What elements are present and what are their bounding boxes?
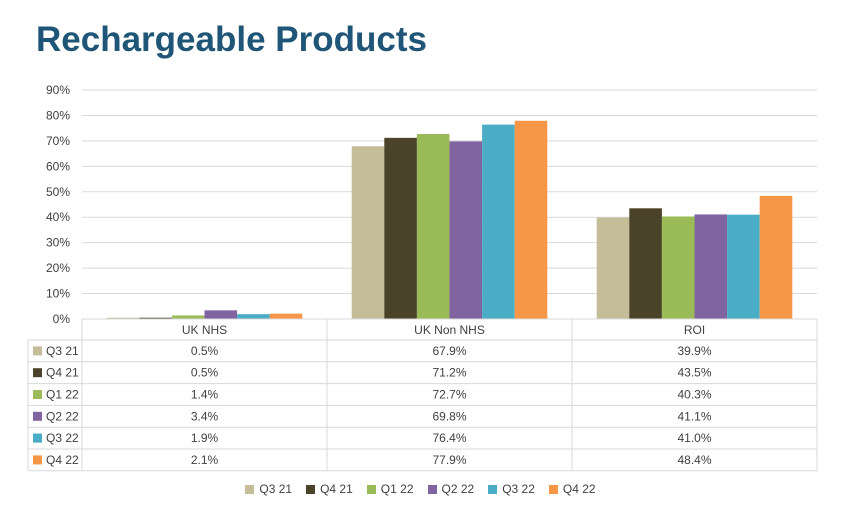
data-cell: 67.9% xyxy=(432,344,466,358)
legend-label: Q2 22 xyxy=(441,482,475,496)
bar xyxy=(237,314,270,319)
bar xyxy=(514,120,548,319)
row-legend-key xyxy=(33,346,42,356)
bar xyxy=(661,216,695,319)
legend-label: Q3 22 xyxy=(502,482,535,496)
legend-swatch xyxy=(427,484,437,494)
legend-swatch xyxy=(245,484,255,494)
bar xyxy=(759,195,793,319)
y-tick-label: 10% xyxy=(46,287,70,301)
bar-chart: 0% 10% 20% 30% 40% 50% 60% 70% 80% 90% UK NHS UK No… xyxy=(27,83,818,472)
chart-legend: Q3 21 Q4 21 Q1 22 Q2 22 Q3 22 Q4 22 xyxy=(0,482,841,496)
category-label: UK NHS xyxy=(182,323,227,337)
row-series-label: Q3 22 xyxy=(46,431,79,445)
data-cell: 43.5% xyxy=(677,366,711,380)
row-series-label: Q2 22 xyxy=(46,409,79,423)
data-cell: 41.1% xyxy=(677,409,711,423)
row-legend-key xyxy=(33,433,42,443)
legend-label: Q1 22 xyxy=(380,482,414,496)
row-legend-key xyxy=(33,411,42,421)
bar xyxy=(106,317,140,319)
legend-entry: Q3 21 xyxy=(245,482,292,496)
legend-entry: Q1 22 xyxy=(366,482,414,496)
legend-swatch xyxy=(306,484,316,494)
y-tick-label: 50% xyxy=(46,185,70,199)
legend-swatch xyxy=(548,484,558,494)
row-series-label: Q4 21 xyxy=(46,366,79,380)
data-cell: 76.4% xyxy=(432,431,466,445)
bar xyxy=(384,137,417,319)
chart-title: Rechargeable Products xyxy=(36,20,427,59)
category-label: UK Non NHS xyxy=(414,323,485,337)
data-cell: 0.5% xyxy=(191,366,219,380)
y-tick-label: 20% xyxy=(46,261,70,275)
y-tick-label: 80% xyxy=(46,108,70,122)
bar xyxy=(171,315,205,319)
data-cell: 71.2% xyxy=(432,366,466,380)
row-legend-key xyxy=(33,390,42,399)
bar xyxy=(204,310,238,319)
row-series-label: Q4 22 xyxy=(46,453,79,467)
legend-label: Q3 21 xyxy=(259,482,293,496)
y-tick-label: 30% xyxy=(46,236,70,250)
category-label: ROI xyxy=(684,323,705,337)
y-tick-label: 90% xyxy=(46,83,70,97)
data-cell: 41.0% xyxy=(677,431,711,445)
y-tick-label: 0% xyxy=(53,312,71,326)
data-cell: 0.5% xyxy=(191,344,219,358)
data-cell: 2.1% xyxy=(191,453,219,467)
bar xyxy=(694,214,728,319)
bar xyxy=(449,141,483,319)
y-tick-label: 40% xyxy=(46,210,70,224)
legend-entry: Q2 22 xyxy=(427,482,475,496)
bar xyxy=(416,134,450,319)
data-cell: 72.7% xyxy=(432,388,466,402)
bar xyxy=(482,124,515,319)
legend-label: Q4 22 xyxy=(562,482,596,496)
row-legend-key xyxy=(33,455,42,465)
bar xyxy=(139,317,172,319)
bar xyxy=(727,214,760,319)
legend-swatch xyxy=(366,484,376,494)
data-cell: 1.4% xyxy=(191,388,219,402)
data-cell: 1.9% xyxy=(191,431,219,445)
bar xyxy=(596,217,630,319)
bar xyxy=(351,146,385,319)
data-cell: 39.9% xyxy=(677,344,711,358)
data-cell: 48.4% xyxy=(677,453,711,467)
legend-entry: Q4 21 xyxy=(306,482,353,496)
data-cell: 40.3% xyxy=(677,388,711,402)
legend-entry: Q4 22 xyxy=(548,482,596,496)
bar xyxy=(629,208,662,319)
data-cell: 77.9% xyxy=(432,453,466,467)
row-series-label: Q3 21 xyxy=(46,344,79,358)
legend-swatch xyxy=(488,484,498,494)
data-cell: 3.4% xyxy=(191,409,219,423)
row-legend-key xyxy=(33,368,42,378)
legend-label: Q4 21 xyxy=(320,482,353,496)
legend-entry: Q3 22 xyxy=(488,482,535,496)
y-tick-label: 60% xyxy=(46,159,70,173)
y-tick-label: 70% xyxy=(46,134,70,148)
row-series-label: Q1 22 xyxy=(46,388,79,402)
data-cell: 69.8% xyxy=(432,409,466,423)
bar xyxy=(269,313,303,319)
